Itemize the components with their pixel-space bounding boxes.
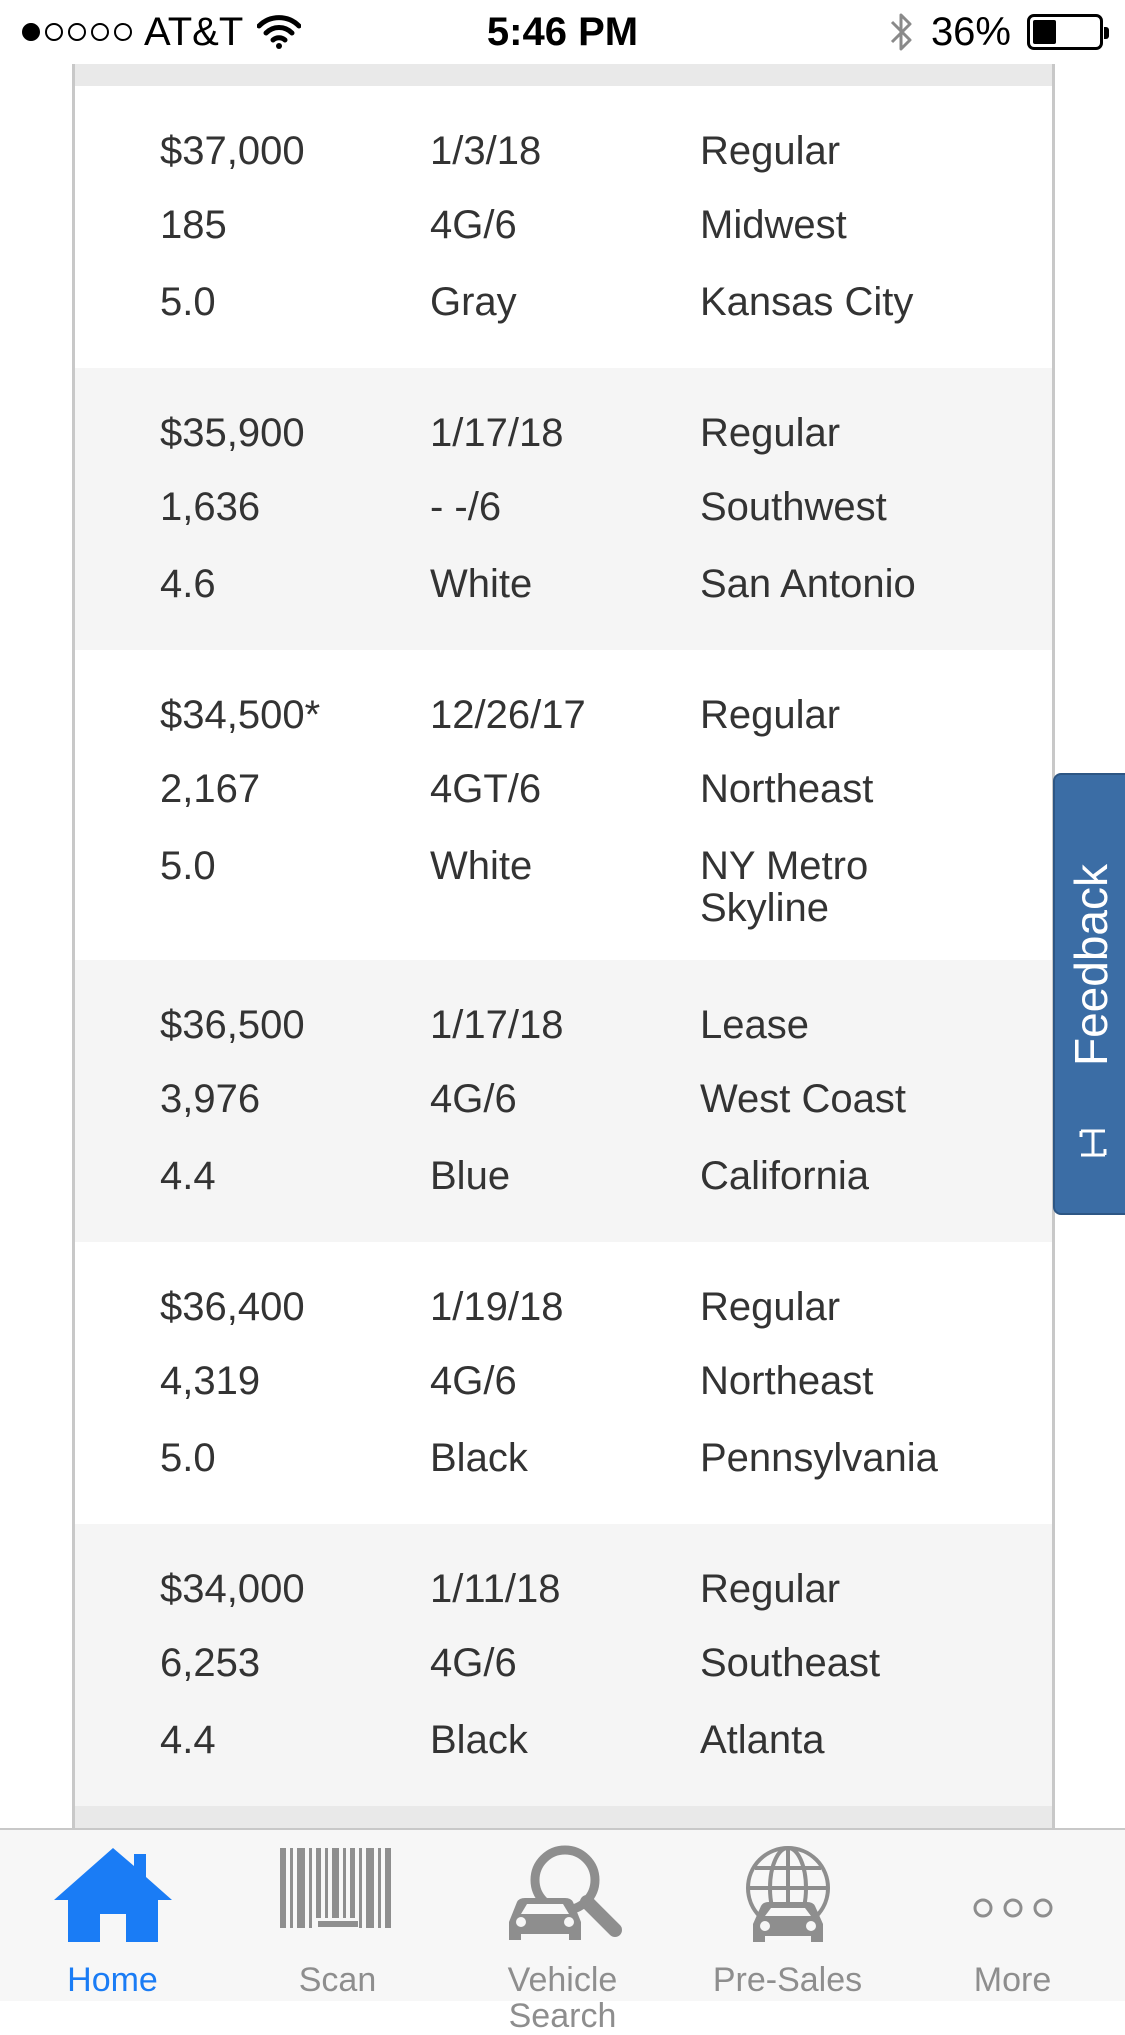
exterior-color: White (430, 562, 533, 606)
sale-date: 1/11/18 (430, 1567, 561, 1611)
exterior-color: Black (430, 1718, 528, 1762)
sale-date: 1/19/18 (430, 1285, 564, 1329)
sale-record[interactable]: $36,500 1/17/18 Lease 3,976 4G/6 West Co… (75, 960, 1052, 1242)
sale-date: 12/26/17 (430, 693, 586, 737)
globe-car-icon (745, 1846, 830, 1942)
engine-transmission: - -/6 (430, 485, 502, 529)
tab-home-label: Home (67, 1961, 158, 1999)
barcode-icon (279, 1848, 391, 1928)
tab-pre-sales[interactable]: Pre-Sales (675, 1830, 900, 2003)
tab-bar: Home Scan Vehicle Se (0, 1828, 1125, 2034)
sale-type: Regular (700, 693, 841, 737)
condition-grade: 4.4 (160, 1718, 216, 1762)
odometer: 185 (160, 203, 227, 247)
odometer: 3,976 (160, 1077, 261, 1121)
sale-record[interactable]: $34,000 1/11/18 Regular 6,253 4G/6 South… (75, 1524, 1052, 1806)
odometer: 2,167 (160, 767, 261, 811)
condition-grade: 5.0 (160, 280, 216, 324)
engine-transmission: 4G/6 (430, 203, 517, 247)
condition-grade: 5.0 (160, 1436, 216, 1480)
auction-location: Kansas City (700, 280, 914, 324)
sale-type: Regular (700, 1285, 841, 1329)
sale-type: Lease (700, 1003, 809, 1047)
feedback-label: Feedback (1065, 863, 1117, 1067)
odometer: 6,253 (160, 1641, 261, 1685)
condition-grade: 4.6 (160, 562, 216, 606)
sale-date: 1/3/18 (430, 129, 542, 173)
sale-price: $36,400 (160, 1285, 305, 1329)
signal-strength-icon (22, 23, 132, 41)
carrier-name: AT&T (144, 10, 244, 54)
tab-vehicle-search[interactable]: Vehicle Search (450, 1830, 675, 2034)
condition-grade: 4.4 (160, 1154, 216, 1198)
feedback-icon (1079, 1129, 1107, 1157)
engine-transmission: 4G/6 (430, 1641, 517, 1685)
tab-home[interactable]: Home (0, 1830, 225, 2003)
tab-more[interactable]: More (900, 1830, 1125, 2003)
sale-type: Regular (700, 1567, 841, 1611)
sales-results-list[interactable]: $37,000 1/3/18 Regular 185 4G/6 Midwest … (72, 64, 1055, 1828)
engine-transmission: 4G/6 (430, 1077, 517, 1121)
battery-percentage: 36% (930, 10, 1011, 54)
region: Northeast (700, 1359, 874, 1403)
sale-record[interactable]: $37,000 1/3/18 Regular 185 4G/6 Midwest … (75, 86, 1052, 368)
sale-record[interactable]: $36,400 1/19/18 Regular 4,319 4G/6 North… (75, 1242, 1052, 1524)
list-bottom-divider (75, 1806, 1052, 1828)
region: Southwest (700, 485, 887, 529)
engine-transmission: 4GT/6 (430, 767, 542, 811)
wifi-icon (257, 15, 302, 49)
sale-type: Regular (700, 129, 841, 173)
auction-location: Atlanta (700, 1718, 825, 1762)
sale-type: Regular (700, 411, 841, 455)
auction-location: California (700, 1154, 869, 1198)
feedback-button[interactable]: Feedback (1053, 773, 1125, 1215)
sale-price: $37,000 (160, 129, 305, 173)
list-top-divider (75, 64, 1052, 86)
tab-more-label: More (973, 1961, 1052, 1999)
sale-price: $36,500 (160, 1003, 305, 1047)
region: West Coast (700, 1077, 906, 1121)
odometer: 4,319 (160, 1359, 261, 1403)
bluetooth-icon (890, 13, 912, 51)
sale-price: $34,000 (160, 1567, 305, 1611)
tab-scan[interactable]: Scan (225, 1830, 450, 2003)
condition-grade: 5.0 (160, 844, 216, 888)
sale-price: $35,900 (160, 411, 305, 455)
vehicle-search-icon (508, 1845, 622, 1940)
region: Northeast (700, 767, 874, 811)
sale-price: $34,500* (160, 693, 321, 737)
exterior-color: White (430, 844, 533, 888)
exterior-color: Black (430, 1436, 528, 1480)
battery-icon (1027, 14, 1109, 50)
tab-scan-label: Scan (298, 1961, 377, 1999)
odometer: 1,636 (160, 485, 261, 529)
exterior-color: Gray (430, 280, 517, 324)
engine-transmission: 4G/6 (430, 1359, 517, 1403)
sale-record[interactable]: $34,500* 12/26/17 Regular 2,167 4GT/6 No… (75, 650, 1052, 960)
status-bar: AT&T 5:46 PM 36% (0, 0, 1125, 64)
auction-location: NY Metro Skyline (700, 844, 869, 930)
more-icon (973, 1898, 1052, 1918)
region: Southeast (700, 1641, 881, 1685)
sale-record[interactable]: $35,900 1/17/18 Regular 1,636 - -/6 Sout… (75, 368, 1052, 650)
sale-date: 1/17/18 (430, 1003, 564, 1047)
home-icon (53, 1848, 172, 1942)
auction-location: Pennsylvania (700, 1436, 938, 1480)
tab-vehicle-search-label: Vehicle Search (507, 1961, 618, 2035)
clock: 5:46 PM (486, 10, 639, 54)
exterior-color: Blue (430, 1154, 511, 1198)
tab-pre-sales-label: Pre-Sales (712, 1961, 863, 1999)
auction-location: San Antonio (700, 562, 916, 606)
sale-date: 1/17/18 (430, 411, 564, 455)
region: Midwest (700, 203, 847, 247)
